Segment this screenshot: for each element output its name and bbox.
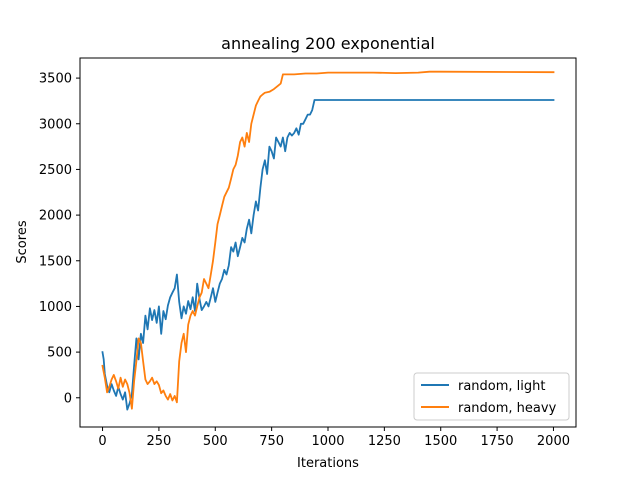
series-line-random-heavy (101, 70, 555, 410)
series-layer (101, 70, 555, 411)
y-axis-label: Scores (15, 220, 30, 263)
x-axis-label: Iterations (297, 456, 359, 471)
y-tick-label: 2000 (39, 209, 72, 224)
x-tick-label: 750 (259, 434, 284, 449)
legend-box (413, 372, 570, 421)
y-tick-label: 0 (64, 391, 72, 406)
y-tick-label: 3000 (39, 117, 72, 132)
x-tick-label: 1750 (481, 434, 514, 449)
y-tick-label: 1000 (39, 300, 72, 315)
y-tick-label: 1500 (39, 254, 72, 269)
legend-label-light: random, light (458, 379, 546, 394)
chart-title: annealing 200 exponential (221, 34, 435, 53)
x-tick-label: 500 (203, 434, 228, 449)
x-tick-label: 2000 (537, 434, 570, 449)
x-axis: 0 250 500 750 1000 1250 1500 1750 2000 (98, 427, 570, 449)
legend: random, light random, heavy (413, 372, 570, 421)
x-tick-label: 1000 (311, 434, 344, 449)
y-tick-label: 500 (47, 346, 72, 361)
x-tick-label: 0 (98, 434, 106, 449)
x-tick-label: 250 (146, 434, 171, 449)
legend-label-heavy: random, heavy (458, 401, 557, 416)
y-axis: 0 500 1000 1500 2000 2500 3000 3500 (39, 72, 80, 406)
x-tick-label: 1500 (424, 434, 457, 449)
y-tick-label: 3500 (39, 72, 72, 87)
x-tick-label: 1250 (368, 434, 401, 449)
y-tick-label: 2500 (39, 163, 72, 178)
